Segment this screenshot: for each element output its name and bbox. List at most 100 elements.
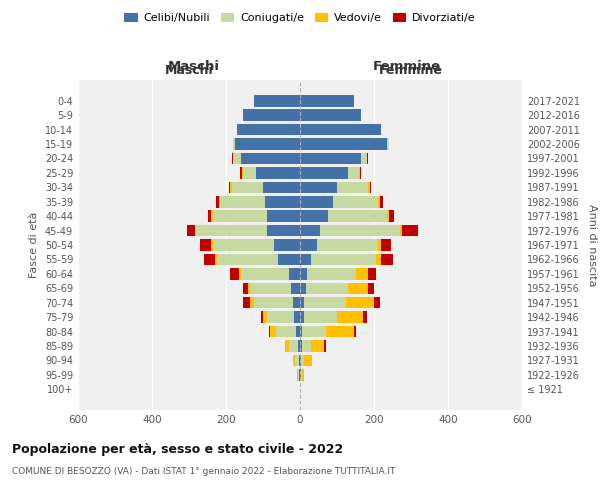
Bar [263, 182, 300, 193]
Text: Maschi: Maschi [164, 64, 214, 76]
Bar [266, 312, 295, 323]
Bar [359, 167, 361, 178]
Bar [337, 182, 368, 193]
Text: Maschi: Maschi [167, 60, 220, 74]
Bar [293, 297, 300, 308]
Bar [300, 282, 305, 294]
Bar [187, 225, 194, 236]
Bar [300, 340, 302, 351]
Bar [378, 196, 380, 207]
Bar [276, 326, 296, 338]
Bar [295, 354, 299, 366]
Bar [291, 282, 300, 294]
Bar [300, 254, 311, 265]
Bar [289, 268, 300, 280]
Bar [200, 239, 211, 251]
Bar [389, 210, 394, 222]
Bar [220, 196, 265, 207]
Bar [230, 182, 232, 193]
Bar [320, 225, 400, 236]
Bar [232, 182, 263, 193]
Bar [300, 110, 361, 121]
Bar [211, 210, 213, 222]
Bar [293, 354, 295, 366]
Bar [348, 282, 368, 294]
Bar [311, 254, 376, 265]
Bar [242, 282, 248, 294]
Bar [300, 369, 301, 380]
Bar [382, 254, 392, 265]
Text: Femmine: Femmine [379, 64, 443, 76]
Bar [300, 297, 304, 308]
Bar [217, 254, 278, 265]
Bar [382, 239, 391, 251]
Bar [239, 167, 242, 178]
Bar [326, 326, 353, 338]
Bar [300, 225, 320, 236]
Bar [235, 138, 300, 150]
Bar [370, 182, 371, 193]
Bar [250, 282, 291, 294]
Bar [298, 340, 300, 351]
Bar [232, 152, 233, 164]
Bar [266, 225, 300, 236]
Bar [353, 326, 355, 338]
Legend: Celibi/Nubili, Coniugati/e, Vedovi/e, Divorziati/e: Celibi/Nubili, Coniugati/e, Vedovi/e, Di… [120, 8, 480, 28]
Bar [230, 268, 239, 280]
Bar [374, 297, 380, 308]
Bar [295, 312, 300, 323]
Bar [213, 239, 274, 251]
Text: Femmine: Femmine [373, 60, 440, 74]
Bar [301, 354, 304, 366]
Bar [285, 340, 289, 351]
Bar [300, 268, 307, 280]
Bar [402, 225, 418, 236]
Bar [208, 210, 211, 222]
Bar [304, 354, 312, 366]
Bar [334, 196, 378, 207]
Bar [196, 225, 266, 236]
Bar [317, 239, 378, 251]
Bar [271, 326, 276, 338]
Bar [300, 354, 301, 366]
Bar [242, 110, 300, 121]
Bar [250, 297, 254, 308]
Bar [242, 297, 250, 308]
Bar [300, 95, 353, 106]
Bar [324, 340, 326, 351]
Bar [237, 124, 300, 136]
Bar [242, 167, 256, 178]
Bar [368, 282, 374, 294]
Bar [296, 326, 300, 338]
Bar [387, 210, 389, 222]
Bar [302, 369, 304, 380]
Bar [215, 254, 217, 265]
Bar [301, 369, 302, 380]
Bar [304, 297, 346, 308]
Bar [299, 354, 300, 366]
Bar [348, 167, 359, 178]
Bar [376, 254, 382, 265]
Bar [300, 152, 361, 164]
Bar [300, 124, 382, 136]
Bar [363, 312, 367, 323]
Bar [263, 312, 266, 323]
Bar [239, 268, 241, 280]
Bar [298, 369, 299, 380]
Bar [299, 369, 300, 380]
Bar [355, 268, 368, 280]
Bar [211, 239, 213, 251]
Bar [300, 196, 334, 207]
Bar [229, 182, 230, 193]
Bar [265, 196, 300, 207]
Bar [346, 297, 374, 308]
Bar [300, 210, 328, 222]
Bar [368, 182, 370, 193]
Bar [368, 268, 376, 280]
Y-axis label: Fasce di età: Fasce di età [29, 212, 39, 278]
Bar [266, 210, 300, 222]
Bar [307, 268, 355, 280]
Bar [274, 239, 300, 251]
Bar [300, 312, 304, 323]
Bar [233, 138, 235, 150]
